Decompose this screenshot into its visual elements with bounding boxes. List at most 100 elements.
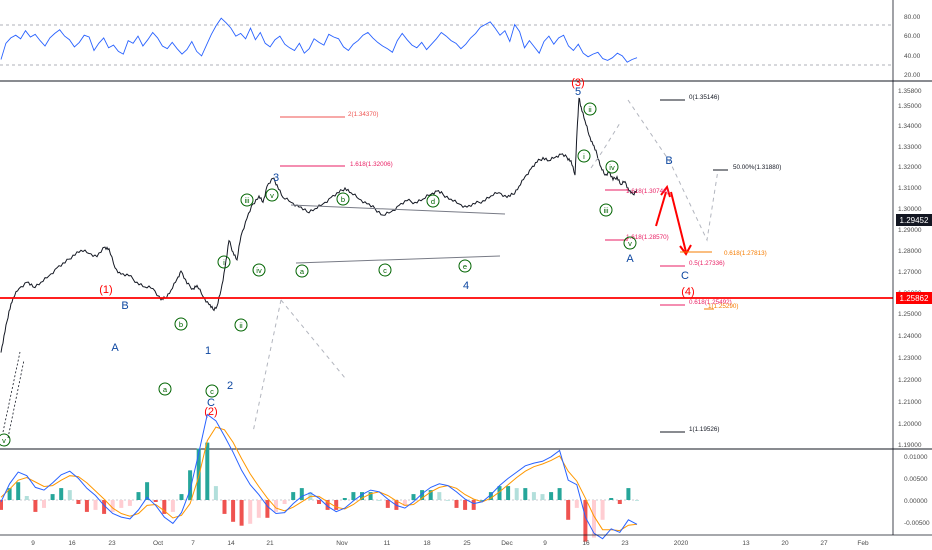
macd-histogram-bar [463,500,468,510]
red-level-value: 1.25862 [900,294,929,303]
channel-dotted-1 [2,351,21,433]
macd-histogram-bar [471,500,476,510]
time-tick-label: 23 [621,540,629,547]
last-price-value: 1.29452 [900,216,929,225]
fib-level-label: 50.00%(1.31880) [733,164,781,171]
wave-circle [426,194,440,208]
time-tick-label: Dec [501,540,513,547]
macd-histogram-bar [437,492,442,500]
projection-dashed-2 [252,299,282,433]
wave-label: 3 [273,172,279,184]
macd-line [0,413,638,540]
wave-label: e [463,262,467,271]
triangle-upper-line [290,204,506,215]
macd-histogram-bar [480,500,485,501]
wave-circle [336,192,350,206]
time-tick-label: Nov [336,540,348,547]
macd-histogram-bar [592,500,596,538]
macd-histogram-bar [24,496,29,500]
price-tick-label: 1.31000 [898,185,922,192]
wave-circle [295,264,309,278]
wave-circle [205,384,219,398]
wave-label: 5 [575,86,581,98]
wave-label: 4 [463,280,469,292]
macd-histogram-bar [626,488,631,500]
macd-histogram-bar [368,492,373,500]
wave-circle [217,255,231,269]
time-tick-label: Feb [857,540,869,547]
wave-label: ii [239,321,243,330]
main-price-pane: 2(1.34370) 1.618(1.32006) 1.618(1.30746) 1.… [0,77,932,449]
macd-histogram-bar [196,448,201,500]
wave-circle [623,236,637,250]
macd-histogram-bar [523,488,528,500]
wave-label: C [681,270,689,282]
fib-level-label: 0(1.35146) [689,94,719,101]
price-tick-label: 1.29000 [898,227,922,234]
price-line [0,97,638,353]
macd-histogram-bar [454,500,459,508]
macd-histogram-bar [256,500,261,518]
macd-histogram-bar [119,500,124,508]
wave-circle [599,203,613,217]
macd-histogram-bar [609,498,614,500]
macd-tick-label: 0.01000 [904,454,928,461]
wave-label: a [163,385,168,394]
wave-circle [583,102,597,116]
macd-histogram-bar [213,486,218,500]
price-tick-label: 1.19000 [898,442,922,449]
macd-histogram-bar [102,500,107,514]
price-tick-label: 1.20000 [898,421,922,428]
macd-histogram-bar [59,488,64,500]
red-arrow-down-head [679,244,692,256]
macd-histogram-bar [360,492,364,500]
wave-label: (3) [571,77,584,89]
wave-label: (2) [204,406,217,418]
macd-histogram-bar [514,488,519,500]
rsi-pane: 80.00 60.00 40.00 20.00 [0,14,921,79]
price-tick-label: 1.24000 [898,333,922,340]
wave-label: i [223,258,225,267]
wave-label: v [2,436,6,445]
wave-label: 1 [205,345,211,357]
macd-histogram-bar [342,498,347,500]
macd-histogram-bar [334,500,339,510]
time-tick-label: 25 [463,540,471,547]
macd-histogram-bar [153,500,158,502]
macd-histogram-bar [402,500,407,506]
wave-circle [458,259,472,273]
macd-histogram-bar [411,494,416,500]
macd-histogram-bar [600,500,605,520]
macd-histogram-bar [488,492,493,500]
wave-label: iii [245,196,250,205]
macd-histogram-bar [420,490,425,500]
price-tick-label: 1.35000 [898,103,922,110]
fib-level-label: 1.618(1.30746) [626,188,669,195]
fib-level-label: 1(1.25290) [708,303,738,310]
red-level-badge [896,292,932,304]
price-tick-label: 1.21000 [898,399,922,406]
time-tick-label: 18 [423,540,431,547]
macd-histogram-bar [162,500,167,514]
macd-histogram-bar [506,486,511,500]
macd-histogram-bar [351,492,356,500]
macd-histogram [0,442,639,542]
wave-label: ii [588,105,592,114]
red-arrow-up-head [660,184,671,198]
macd-histogram-bar [205,442,210,500]
rsi-tick-label: 20.00 [904,72,921,79]
macd-histogram-bar [540,494,545,500]
wave-label: b [341,195,345,204]
macd-histogram-bar [93,500,98,510]
macd-histogram-bar [557,488,562,500]
price-tick-label: 1.34000 [898,123,922,130]
price-axis-ticks: 1.35800 1.35000 1.34000 1.33000 1.32000 1.310… [898,88,922,449]
wave-circle [265,188,279,202]
price-tick-label: 1.28000 [898,248,922,255]
red-arrow-down [670,191,687,253]
wave-circle [252,263,266,277]
wave-circle [0,433,11,447]
macd-histogram-bar [170,500,175,512]
wave-circle [605,160,619,174]
